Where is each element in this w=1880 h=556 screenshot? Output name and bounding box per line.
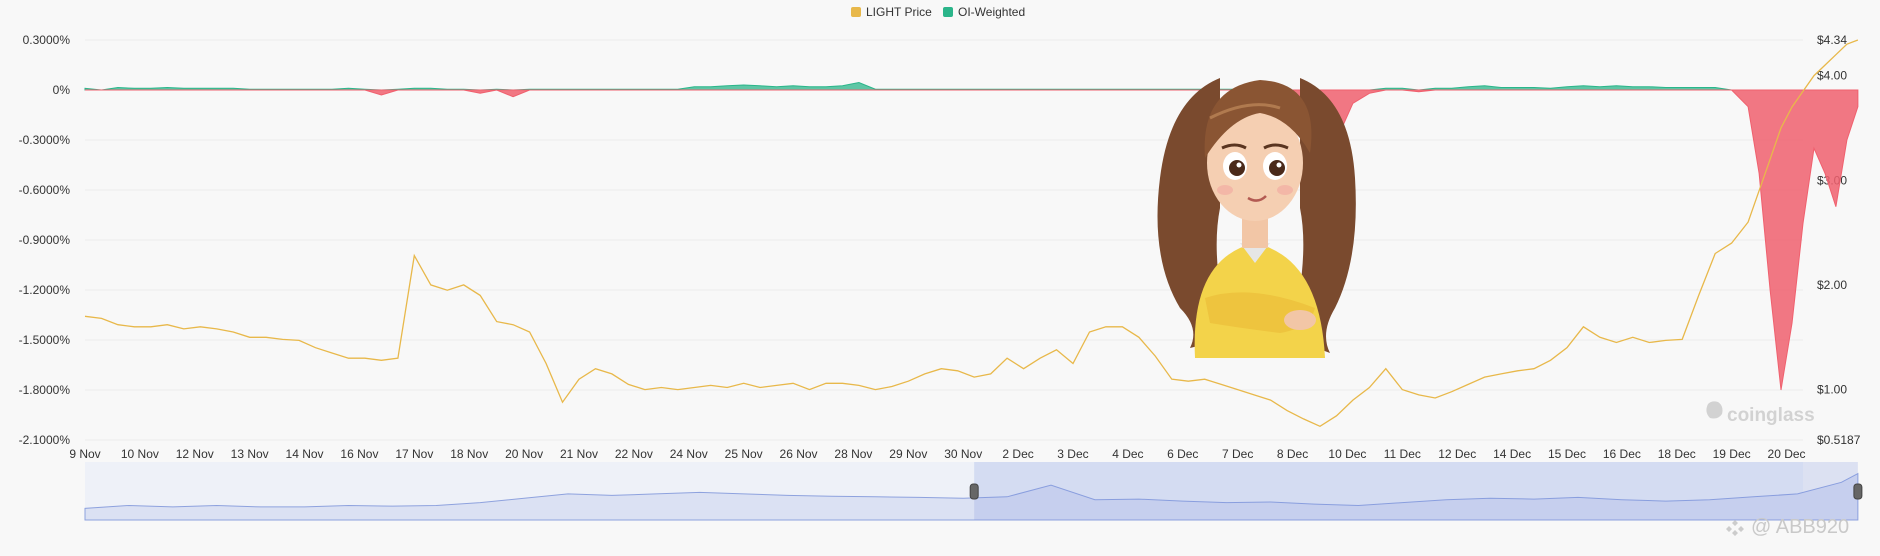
x-tick-label: 20 Dec	[1768, 447, 1806, 461]
x-tick-label: 12 Dec	[1438, 447, 1476, 461]
navigator-handle-right[interactable]	[1853, 483, 1863, 500]
x-tick-label: 13 Nov	[231, 447, 269, 461]
right-tick-label: $0.5187	[1817, 433, 1861, 447]
legend-swatch-0[interactable]	[851, 7, 861, 17]
x-tick-label: 28 Nov	[834, 447, 872, 461]
x-tick-label: 7 Dec	[1222, 447, 1253, 461]
left-tick-label: -0.6000%	[19, 183, 71, 197]
coinglass-brand-text: coinglass	[1727, 405, 1815, 426]
left-axis: 0.3000% 0% -0.3000% -0.6000% -0.9000% -1.2000…	[19, 33, 71, 447]
light-price-line	[84, 39, 1859, 428]
navigator-handle-left[interactable]	[969, 483, 979, 500]
left-tick-label: -0.3000%	[19, 133, 71, 147]
x-tick-label: 24 Nov	[670, 447, 708, 461]
cartoon-avatar-image	[1157, 78, 1356, 358]
x-tick-label: 12 Nov	[176, 447, 214, 461]
x-tick-label: 19 Dec	[1713, 447, 1751, 461]
x-tick-label: 17 Nov	[395, 447, 433, 461]
navigator[interactable]	[84, 462, 1863, 521]
author-credit: @ ABB920	[1751, 516, 1850, 538]
grid	[85, 39, 1803, 441]
x-tick-label: 21 Nov	[560, 447, 598, 461]
coinglass-brand: coinglass	[1706, 401, 1815, 426]
x-tick-label: 26 Nov	[780, 447, 818, 461]
oi-weighted-series	[84, 81, 1859, 391]
x-tick-label: 29 Nov	[889, 447, 927, 461]
left-tick-label: -1.2000%	[19, 283, 71, 297]
x-tick-label: 16 Nov	[340, 447, 378, 461]
left-tick-label: -0.9000%	[19, 233, 71, 247]
x-tick-label: 6 Dec	[1167, 447, 1198, 461]
right-tick-label: $4.00	[1817, 69, 1847, 83]
x-tick-label: 15 Dec	[1548, 447, 1586, 461]
x-tick-label: 20 Nov	[505, 447, 543, 461]
x-tick-label: 11 Dec	[1384, 447, 1421, 461]
left-tick-label: -1.8000%	[19, 383, 71, 397]
x-tick-label: 3 Dec	[1057, 447, 1088, 461]
left-tick-label: 0%	[53, 83, 71, 97]
navigator-selection[interactable]	[974, 462, 1858, 520]
left-tick-label: 0.3000%	[23, 33, 71, 47]
legend-swatch-1[interactable]	[943, 7, 953, 17]
legend-label-0[interactable]: LIGHT Price	[866, 5, 932, 19]
x-tick-label: 9 Nov	[69, 447, 100, 461]
x-tick-label: 14 Nov	[286, 447, 324, 461]
oi-weighted-negative-area	[85, 89, 1859, 391]
oi-weighted-positive-area	[84, 81, 1858, 91]
right-tick-label: $1.00	[1817, 383, 1847, 397]
right-tick-label: $2.00	[1817, 278, 1847, 292]
legend-label-1[interactable]: OI-Weighted	[958, 5, 1025, 19]
x-tick-label: 30 Nov	[944, 447, 982, 461]
light-price-series	[84, 39, 1859, 428]
coinglass-logo-icon	[1706, 401, 1723, 419]
x-tick-label: 2 Dec	[1002, 447, 1033, 461]
navigator-area	[84, 472, 1859, 521]
x-tick-label: 16 Dec	[1603, 447, 1641, 461]
left-tick-label: -2.1000%	[19, 433, 71, 447]
x-tick-label: 10 Dec	[1328, 447, 1366, 461]
legend: LIGHT Price OI-Weighted	[851, 5, 1025, 19]
right-tick-label: $4.34	[1817, 33, 1847, 47]
x-tick-label: 18 Dec	[1658, 447, 1696, 461]
x-tick-label: 18 Nov	[450, 447, 488, 461]
x-tick-label: 25 Nov	[725, 447, 763, 461]
x-tick-label: 10 Nov	[121, 447, 159, 461]
x-tick-label: 22 Nov	[615, 447, 653, 461]
x-axis: 9 Nov 10 Nov 12 Nov 13 Nov 14 Nov 16 Nov 17 No…	[69, 447, 1805, 461]
binance-logo-icon	[1726, 520, 1744, 536]
x-tick-label: 8 Dec	[1277, 447, 1308, 461]
left-tick-label: -1.5000%	[19, 333, 71, 347]
x-tick-label: 14 Dec	[1493, 447, 1531, 461]
x-tick-label: 4 Dec	[1112, 447, 1143, 461]
